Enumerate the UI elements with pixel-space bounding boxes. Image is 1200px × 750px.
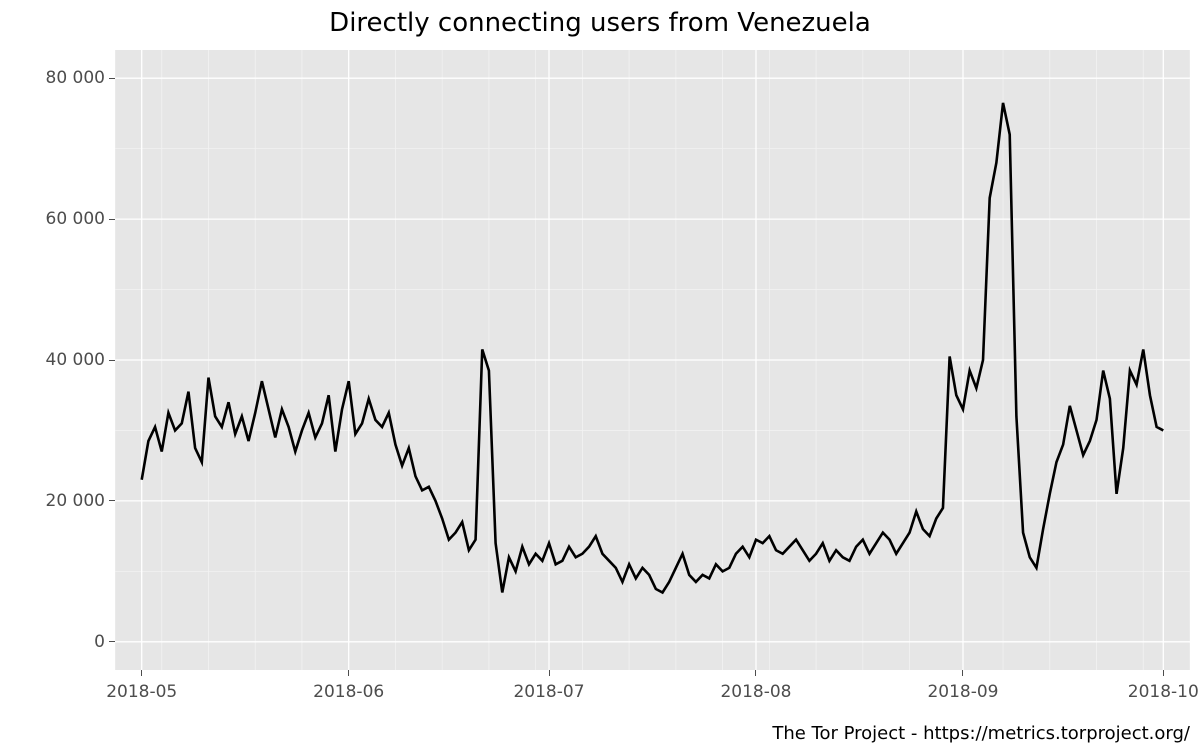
x-tick-mark: [549, 670, 550, 676]
x-tick-label: 2018-09: [927, 682, 998, 702]
chart-caption: The Tor Project - https://metrics.torpro…: [772, 723, 1190, 744]
x-tick-label: 2018-07: [513, 682, 584, 702]
x-tick-mark: [962, 670, 963, 676]
chart-title: Directly connecting users from Venezuela: [0, 8, 1200, 38]
y-tick-label: 0: [94, 632, 105, 652]
x-tick-label: 2018-05: [106, 682, 177, 702]
x-tick-label: 2018-10: [1128, 682, 1199, 702]
y-tick-label: 80 000: [46, 68, 105, 88]
chart-container: Directly connecting users from Venezuela…: [0, 0, 1200, 750]
x-axis: 2018-052018-062018-072018-082018-092018-…: [115, 670, 1190, 730]
x-tick-mark: [1163, 670, 1164, 676]
x-tick-mark: [348, 670, 349, 676]
y-tick-label: 20 000: [46, 491, 105, 511]
plot-area: [115, 50, 1190, 670]
y-tick-label: 40 000: [46, 350, 105, 370]
x-tick-label: 2018-06: [313, 682, 384, 702]
x-tick-mark: [755, 670, 756, 676]
y-tick-label: 60 000: [46, 209, 105, 229]
x-tick-label: 2018-08: [720, 682, 791, 702]
y-axis: 0 20 000 40 000 60 000 80 000: [0, 50, 115, 670]
x-tick-mark: [141, 670, 142, 676]
